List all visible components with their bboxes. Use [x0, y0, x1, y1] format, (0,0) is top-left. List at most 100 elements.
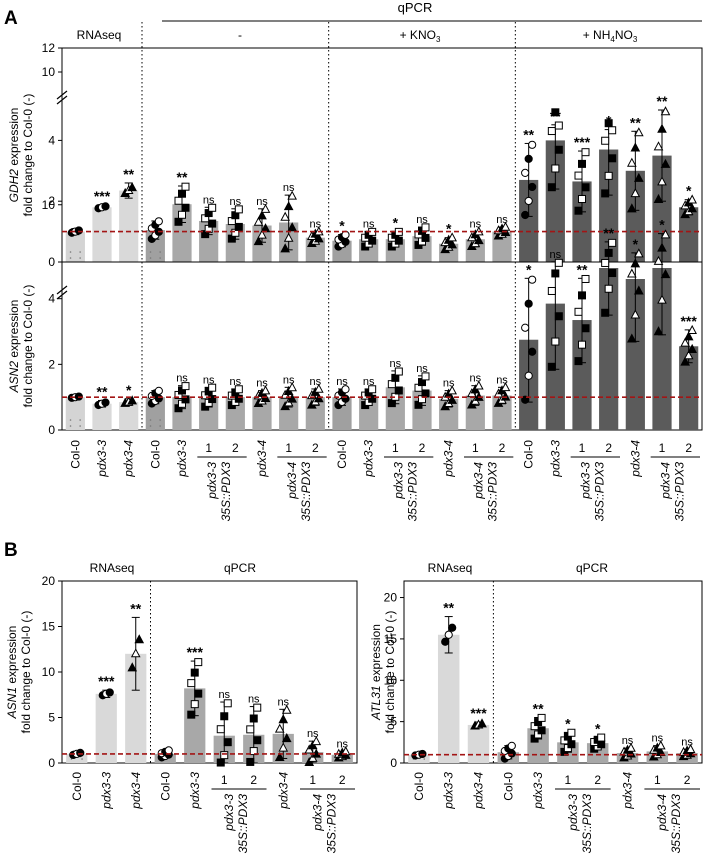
data-point: [660, 158, 671, 168]
x-tick-label: pdx3-3: [442, 772, 456, 810]
y-tick-label: 5: [48, 711, 55, 725]
significance-label: ns: [470, 373, 482, 385]
treatment-nh4no3: + NH4NO3: [583, 28, 638, 44]
data-point: [287, 393, 297, 403]
data-point: [340, 746, 351, 756]
y-tick-label: 2: [48, 194, 55, 208]
data-point: [220, 712, 229, 721]
data-point: [127, 182, 138, 192]
data-point: [394, 367, 403, 376]
significance-label: ns: [230, 376, 242, 388]
y-tick-label: 10: [42, 198, 56, 212]
data-point: [574, 206, 583, 215]
data-point: [194, 658, 203, 667]
data-point: [260, 203, 271, 213]
chart-GDH2: 0 2 4 10 12 GDH2 expression fold change to Col…: [7, 22, 703, 269]
x-tick-label: Col-0: [335, 440, 349, 469]
data-point: [477, 718, 487, 728]
data-point: [101, 398, 110, 407]
data-point: [154, 217, 163, 226]
x-tick-label: 1: [579, 441, 586, 455]
significance-label: ns: [203, 194, 215, 206]
y-tick-label: 4: [48, 292, 55, 306]
x-tick-label: 1: [205, 441, 212, 455]
data-point: [216, 758, 225, 767]
data-point: [626, 333, 637, 343]
significance-label: ns: [363, 219, 375, 231]
data-point: [551, 164, 560, 173]
data-point: [687, 203, 698, 213]
data-point: [547, 183, 556, 192]
data-point: [581, 183, 590, 192]
x-tick-label: pdx3-4: [276, 772, 290, 810]
x-tick-label: pdx3-3: [175, 440, 189, 478]
plot-frame: [61, 261, 703, 431]
bar: [65, 397, 85, 430]
data-point: [608, 126, 617, 135]
significance-label: ***: [187, 644, 204, 660]
data-point: [630, 142, 641, 152]
x-tick-label: Col-0: [412, 772, 426, 801]
significance-label: ***: [470, 705, 487, 721]
data-point: [578, 340, 586, 349]
bar: [467, 724, 490, 763]
significance-label: ns: [496, 214, 508, 226]
data-point: [127, 662, 138, 672]
x-tick-label: pdx3-4: [621, 772, 635, 810]
significance-label: **: [603, 225, 614, 241]
y-tick-label: 0: [390, 756, 397, 770]
bar: [412, 390, 432, 430]
significance-label: ns: [496, 374, 508, 386]
bar: [92, 403, 112, 430]
data-point: [528, 140, 537, 149]
data-point: [257, 229, 267, 239]
bar-stipple: [81, 758, 83, 760]
data-point: [447, 232, 457, 242]
significance-label: ns: [203, 374, 215, 386]
data-point: [164, 746, 173, 755]
bar: [437, 634, 460, 763]
data-point: [630, 309, 641, 319]
data-point: [314, 383, 324, 393]
bar: [95, 693, 117, 763]
data-point: [447, 385, 457, 395]
x-tick-label: 1: [221, 773, 228, 787]
bar-stipple: [149, 425, 152, 427]
data-point: [500, 391, 511, 401]
x-tick-label: 2: [232, 441, 239, 455]
significance-label: *: [446, 221, 452, 237]
significance-label: ns: [550, 249, 562, 261]
significance-label: ns: [248, 694, 260, 706]
data-point: [604, 284, 613, 293]
data-point: [154, 386, 163, 395]
y-tick-label: 0: [48, 756, 55, 770]
data-point: [274, 723, 285, 733]
data-point: [281, 733, 292, 743]
qpcr-label-b-left: qPCR: [224, 561, 256, 575]
data-point: [190, 700, 199, 709]
bar-stipple: [159, 257, 161, 259]
data-point: [524, 299, 533, 308]
data-point: [249, 714, 258, 723]
data-point: [604, 248, 613, 257]
bar-stipple: [149, 257, 152, 259]
data-point: [554, 312, 563, 321]
data-point: [578, 194, 586, 203]
data-point: [687, 343, 698, 353]
x-tick-label: pdx3-4: [628, 440, 642, 478]
x-tick-label: pdx3-4: [442, 440, 456, 478]
y-axis-label: ASN1 expression: [5, 626, 19, 720]
data-point: [537, 713, 546, 722]
x-tick-label: 2: [499, 441, 506, 455]
y-tick-label: 10: [384, 673, 398, 687]
significance-label: *: [686, 183, 692, 199]
data-point: [601, 308, 610, 317]
bar: [184, 688, 206, 763]
axis-break-mark: [56, 285, 68, 295]
data-point: [626, 268, 637, 278]
data-point: [187, 710, 196, 719]
significance-label: ***: [94, 188, 111, 204]
data-point: [574, 357, 583, 366]
data-point: [554, 258, 563, 267]
data-point: [208, 219, 217, 228]
